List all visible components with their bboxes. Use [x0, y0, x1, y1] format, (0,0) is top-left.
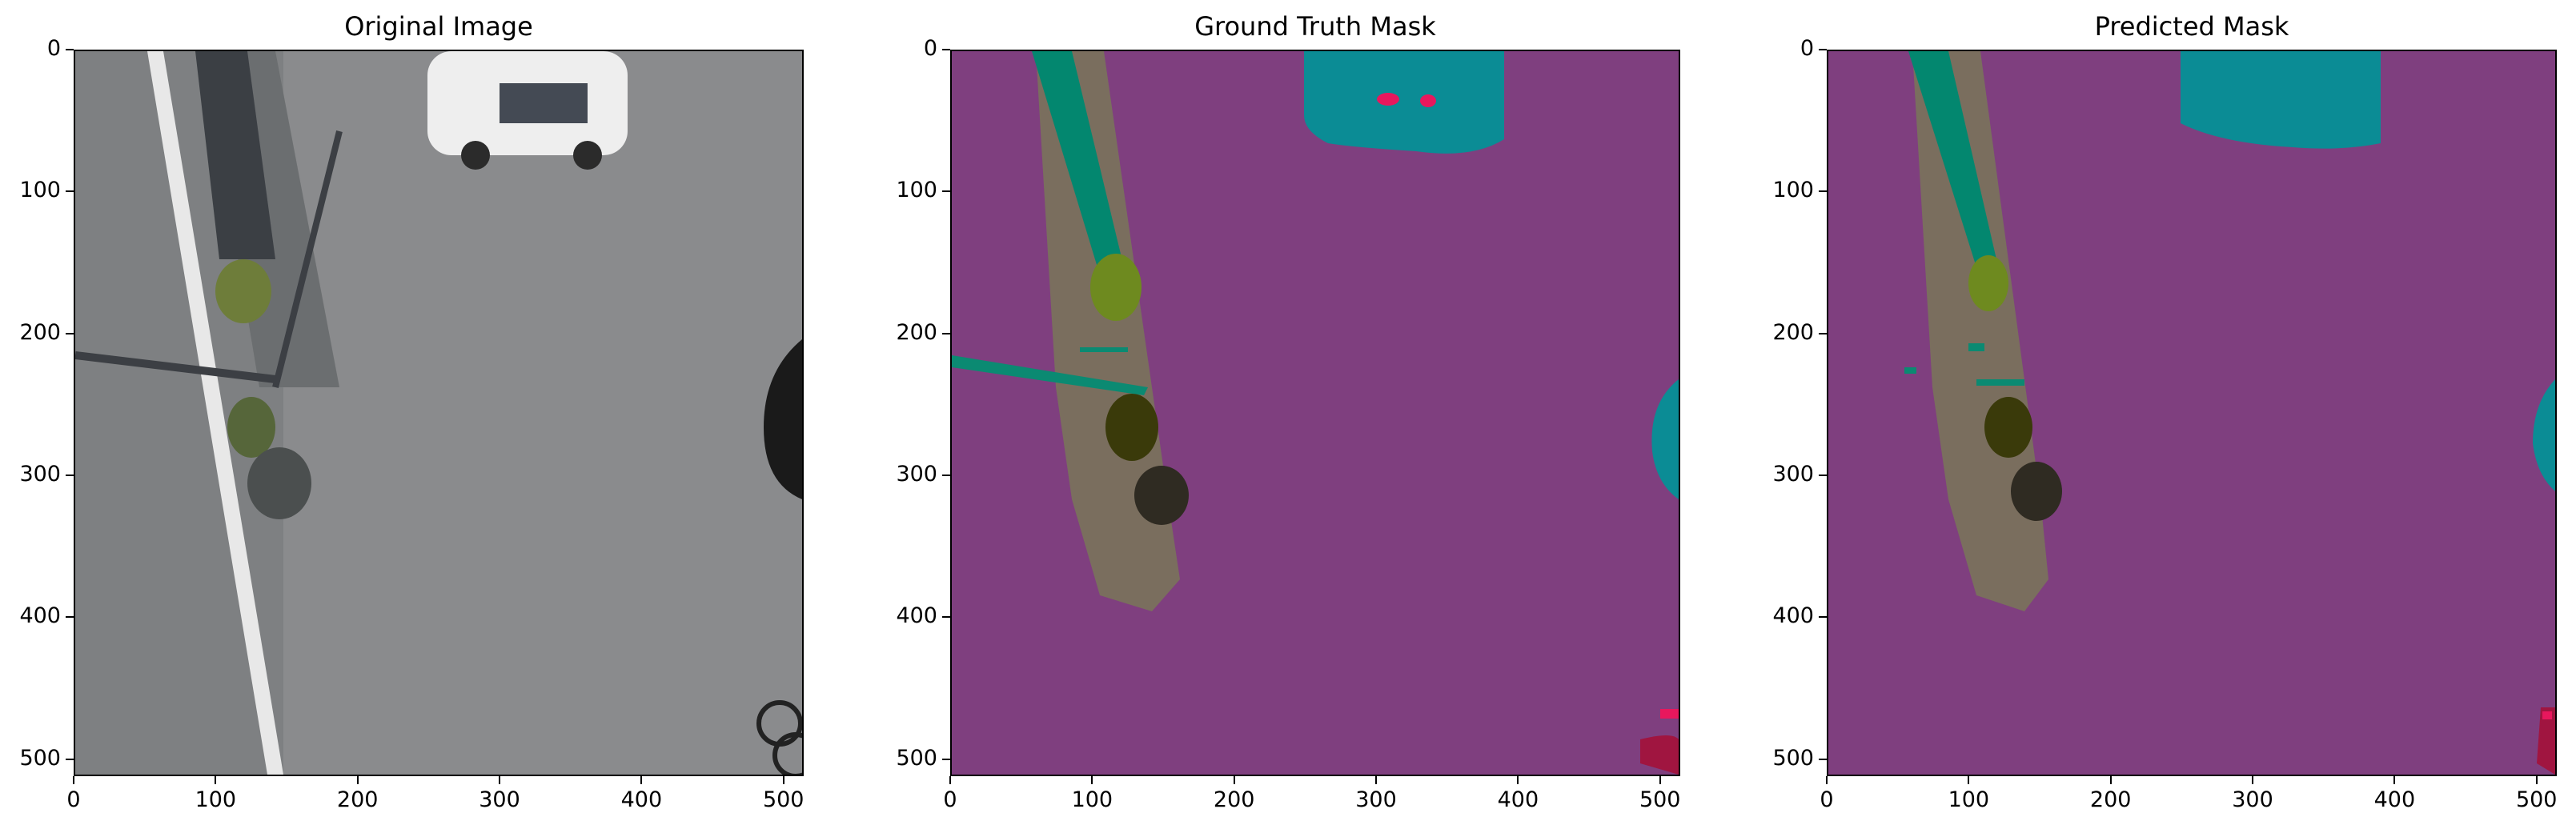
- y-tick-label: 200: [1772, 319, 1814, 345]
- y-tick-label: 0: [46, 36, 61, 61]
- x-tick-mark: [1517, 776, 1519, 784]
- y-tick-label: 400: [1772, 603, 1814, 629]
- x-tick-label: 100: [1071, 787, 1113, 812]
- y-tick-mark: [1819, 49, 1827, 50]
- y-tick-label: 0: [1800, 36, 1814, 61]
- y-tick-label: 400: [896, 603, 937, 629]
- x-tick-label: 400: [2373, 787, 2416, 812]
- x-tick-mark: [949, 776, 951, 784]
- x-tick-label: 100: [1948, 787, 1990, 812]
- y-tick-label: 400: [19, 603, 61, 629]
- x-tick-label: 500: [1639, 787, 1681, 812]
- x-tick-mark: [640, 776, 643, 784]
- x-tick-label: 500: [762, 787, 804, 812]
- x-tick-mark: [215, 776, 217, 784]
- y-tick-mark: [1819, 616, 1827, 619]
- original-image-photo: [75, 51, 802, 775]
- y-tick-label: 200: [19, 319, 61, 345]
- x-tick-label: 200: [336, 787, 379, 812]
- panel-title: Original Image: [344, 11, 533, 42]
- y-tick-mark: [66, 616, 74, 619]
- x-tick-mark: [2252, 776, 2254, 784]
- x-tick-mark: [1968, 776, 1970, 784]
- x-tick-label: 100: [195, 787, 237, 812]
- x-tick-mark: [1233, 776, 1235, 784]
- y-tick-mark: [66, 190, 74, 193]
- x-tick-label: 300: [2232, 787, 2273, 812]
- y-tick-mark: [942, 332, 950, 334]
- x-tick-label: 200: [2089, 787, 2132, 812]
- x-tick-label: 400: [620, 787, 663, 812]
- y-tick-mark: [942, 49, 950, 50]
- y-tick-mark: [1819, 758, 1827, 760]
- y-tick-label: 100: [19, 178, 61, 203]
- x-tick-label: 0: [943, 787, 957, 812]
- y-tick-mark: [1819, 475, 1827, 477]
- y-tick-label: 300: [1772, 462, 1814, 487]
- x-tick-label: 0: [66, 787, 81, 812]
- y-tick-mark: [66, 475, 74, 477]
- y-tick-mark: [942, 758, 950, 760]
- y-tick-mark: [66, 758, 74, 760]
- x-tick-label: 0: [1820, 787, 1834, 812]
- x-tick-label: 200: [1213, 787, 1255, 812]
- y-tick-mark: [1819, 332, 1827, 334]
- x-tick-mark: [499, 776, 501, 784]
- y-tick-label: 500: [1772, 745, 1814, 771]
- x-tick-mark: [1375, 776, 1378, 784]
- y-tick-label: 100: [896, 178, 937, 203]
- x-tick-mark: [2109, 776, 2112, 784]
- y-tick-mark: [66, 49, 74, 50]
- y-tick-label: 500: [19, 745, 61, 771]
- y-tick-label: 200: [896, 319, 937, 345]
- x-tick-mark: [1826, 776, 1828, 784]
- predicted-mask-plot: [1827, 50, 2557, 776]
- y-tick-label: 300: [19, 462, 61, 487]
- x-tick-mark: [1091, 776, 1093, 784]
- y-tick-mark: [942, 616, 950, 619]
- x-tick-mark: [2393, 776, 2396, 784]
- x-tick-mark: [356, 776, 359, 784]
- y-tick-label: 500: [896, 745, 937, 771]
- x-tick-mark: [73, 776, 74, 784]
- ground-truth-plot: [950, 50, 1680, 776]
- original-image-plot: [74, 50, 804, 776]
- y-tick-label: 300: [896, 462, 937, 487]
- x-tick-label: 300: [1355, 787, 1397, 812]
- y-tick-label: 100: [1772, 178, 1814, 203]
- ground-truth-mask-image: [952, 51, 1679, 775]
- x-tick-label: 500: [2515, 787, 2558, 812]
- y-tick-mark: [66, 332, 74, 334]
- predicted-mask-image: [1828, 51, 2555, 775]
- x-tick-mark: [1659, 776, 1661, 784]
- x-tick-label: 300: [479, 787, 520, 812]
- x-tick-mark: [782, 776, 784, 784]
- x-tick-mark: [2535, 776, 2538, 784]
- y-tick-label: 0: [923, 36, 937, 61]
- x-tick-label: 400: [1497, 787, 1539, 812]
- y-tick-mark: [942, 190, 950, 193]
- y-tick-mark: [1819, 190, 1827, 193]
- y-tick-mark: [942, 475, 950, 477]
- panel-title: Ground Truth Mask: [1194, 11, 1436, 42]
- panel-title: Predicted Mask: [2094, 11, 2289, 42]
